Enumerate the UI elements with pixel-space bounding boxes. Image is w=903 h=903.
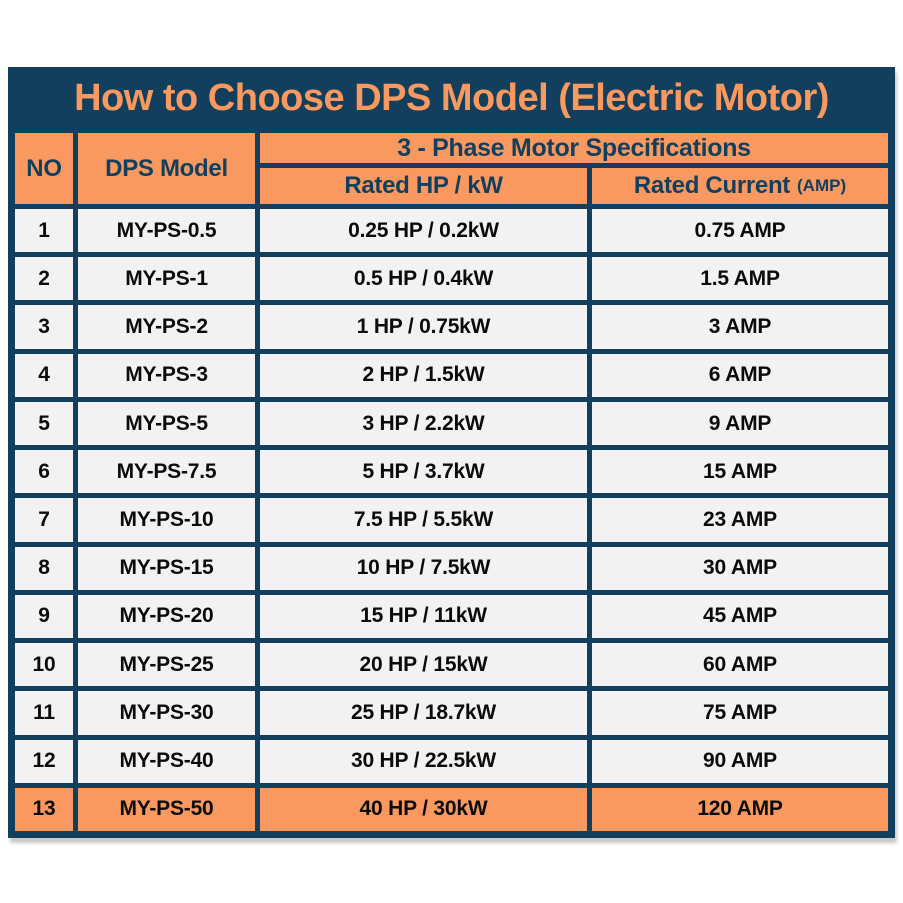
row-rated-current: 6 AMP bbox=[592, 353, 888, 397]
row-hp-kw: 20 HP / 15kW bbox=[260, 643, 587, 687]
row-no: 9 bbox=[15, 594, 73, 639]
row-rated-current: 23 AMP bbox=[592, 498, 888, 542]
row-model: MY-PS-15 bbox=[78, 546, 255, 590]
row-hp-kw: 40 HP / 30kW bbox=[260, 787, 587, 831]
row-model: MY-PS-2 bbox=[78, 305, 255, 349]
col-header-dps-model: DPS Model bbox=[78, 133, 255, 204]
row-hp-kw: 5 HP / 3.7kW bbox=[260, 450, 587, 494]
row-hp-kw: 0.5 HP / 0.4kW bbox=[260, 257, 587, 301]
row-hp-kw: 3 HP / 2.2kW bbox=[260, 401, 587, 446]
row-no: 2 bbox=[15, 257, 73, 301]
dps-model-selection-table: How to Choose DPS Model (Electric Motor)… bbox=[8, 67, 895, 838]
row-model: MY-PS-50 bbox=[78, 787, 255, 831]
row-hp-kw: 0.25 HP / 0.2kW bbox=[260, 209, 587, 253]
col-header-rated-current: Rated Current (AMP) bbox=[592, 168, 888, 204]
row-model: MY-PS-25 bbox=[78, 643, 255, 687]
row-rated-current: 120 AMP bbox=[592, 787, 888, 831]
row-model: MY-PS-7.5 bbox=[78, 450, 255, 494]
row-model: MY-PS-20 bbox=[78, 594, 255, 639]
row-no: 3 bbox=[15, 305, 73, 349]
row-no: 4 bbox=[15, 353, 73, 397]
row-rated-current: 45 AMP bbox=[592, 594, 888, 639]
col-header-specs-group: 3 - Phase Motor Specifications bbox=[260, 133, 888, 163]
row-no: 8 bbox=[15, 546, 73, 590]
row-no: 6 bbox=[15, 450, 73, 494]
row-no: 5 bbox=[15, 401, 73, 446]
table-title: How to Choose DPS Model (Electric Motor) bbox=[74, 77, 829, 119]
row-hp-kw: 7.5 HP / 5.5kW bbox=[260, 498, 587, 542]
row-model: MY-PS-30 bbox=[78, 691, 255, 735]
row-no: 12 bbox=[15, 739, 73, 783]
row-no: 11 bbox=[15, 691, 73, 735]
row-no: 13 bbox=[15, 787, 73, 831]
row-model: MY-PS-40 bbox=[78, 739, 255, 783]
rated-current-label: Rated Current bbox=[633, 172, 790, 199]
row-hp-kw: 15 HP / 11kW bbox=[260, 594, 587, 639]
row-rated-current: 90 AMP bbox=[592, 739, 888, 783]
row-no: 1 bbox=[15, 209, 73, 253]
row-rated-current: 9 AMP bbox=[592, 401, 888, 446]
table-title-band: How to Choose DPS Model (Electric Motor) bbox=[8, 67, 895, 130]
spec-table-grid: NO DPS Model 3 - Phase Motor Specificati… bbox=[8, 130, 895, 838]
row-rated-current: 3 AMP bbox=[592, 305, 888, 349]
row-hp-kw: 2 HP / 1.5kW bbox=[260, 353, 587, 397]
row-hp-kw: 10 HP / 7.5kW bbox=[260, 546, 587, 590]
rated-current-unit-label: (AMP) bbox=[797, 176, 847, 195]
row-model: MY-PS-3 bbox=[78, 353, 255, 397]
col-header-rated-hp-kw: Rated HP / kW bbox=[260, 168, 587, 204]
row-rated-current: 60 AMP bbox=[592, 643, 888, 687]
row-no: 10 bbox=[15, 643, 73, 687]
row-model: MY-PS-0.5 bbox=[78, 209, 255, 253]
row-rated-current: 30 AMP bbox=[592, 546, 888, 590]
row-rated-current: 75 AMP bbox=[592, 691, 888, 735]
row-hp-kw: 30 HP / 22.5kW bbox=[260, 739, 587, 783]
row-hp-kw: 1 HP / 0.75kW bbox=[260, 305, 587, 349]
row-rated-current: 0.75 AMP bbox=[592, 209, 888, 253]
row-model: MY-PS-5 bbox=[78, 401, 255, 446]
col-header-no: NO bbox=[15, 133, 73, 204]
row-rated-current: 15 AMP bbox=[592, 450, 888, 494]
row-no: 7 bbox=[15, 498, 73, 542]
row-rated-current: 1.5 AMP bbox=[592, 257, 888, 301]
row-model: MY-PS-1 bbox=[78, 257, 255, 301]
row-model: MY-PS-10 bbox=[78, 498, 255, 542]
row-hp-kw: 25 HP / 18.7kW bbox=[260, 691, 587, 735]
